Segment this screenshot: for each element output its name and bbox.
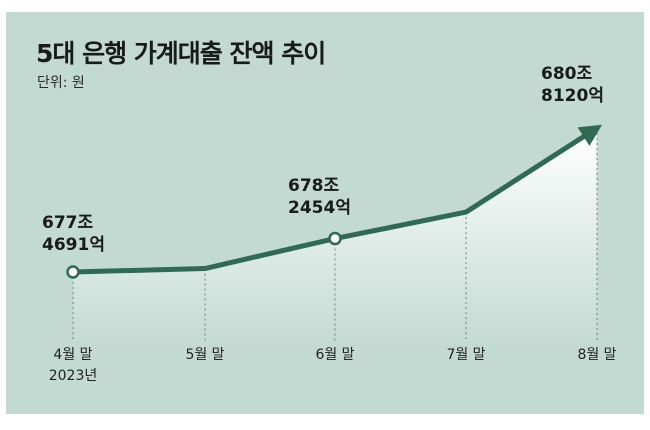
x-tick-jul: 7월 말 — [446, 345, 485, 366]
point-marker-0 — [66, 265, 80, 279]
value-label-jun-line2: 2454억 — [288, 198, 351, 218]
x-tick-jul-label: 7월 말 — [446, 347, 486, 363]
x-tick-jun-label: 6월 말 — [315, 347, 355, 363]
value-label-aug-line1: 680조 — [541, 64, 593, 84]
x-tick-aug: 8월 말 — [577, 345, 616, 366]
chart-unit: 단위: 원 — [37, 75, 85, 91]
value-label-jun: 678조 2454억 — [288, 175, 351, 219]
x-tick-may: 5월 말 — [185, 345, 224, 366]
chart-card: 5대 은행 가계대출 잔액 추이 단위: 원 677조 4691억 678조 2… — [6, 12, 644, 414]
arrow-head — [577, 124, 603, 146]
x-tick-apr-label: 4월 말 — [53, 347, 93, 363]
x-tick-apr-year: 2023년 — [48, 368, 98, 384]
value-label-apr-line2: 4691억 — [42, 235, 105, 255]
value-label-jun-line1: 678조 — [288, 176, 340, 196]
x-tick-aug-label: 8월 말 — [577, 347, 617, 363]
value-label-aug: 680조 8120억 — [541, 63, 604, 107]
value-label-apr-line1: 677조 — [42, 213, 94, 233]
value-label-aug-line2: 8120억 — [541, 86, 604, 106]
point-marker-2 — [328, 231, 342, 246]
value-label-apr: 677조 4691억 — [42, 212, 105, 256]
x-tick-apr: 4월 말 2023년 — [49, 345, 98, 387]
x-tick-may-label: 5월 말 — [185, 347, 225, 363]
x-tick-jun: 6월 말 — [315, 345, 354, 366]
chart-title: 5대 은행 가계대출 잔액 추이 — [36, 39, 326, 68]
line-chart — [66, 124, 603, 347]
